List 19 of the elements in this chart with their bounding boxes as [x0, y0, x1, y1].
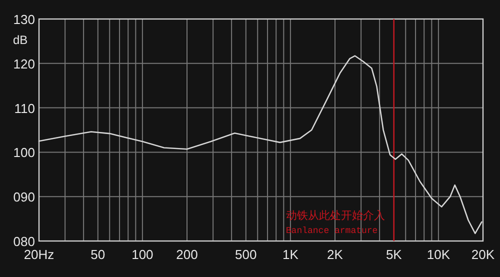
x-tick-label: 20K [471, 247, 495, 262]
y-tick-label: 100 [13, 145, 35, 160]
x-tick-label: 200 [176, 247, 198, 262]
x-tick-label: 5K [386, 247, 402, 262]
y-tick-label: 080 [13, 234, 35, 249]
x-tick-label: 50 [90, 247, 106, 262]
x-tick-label: 2K [327, 247, 343, 262]
x-tick-label: 100 [132, 247, 154, 262]
y-tick-label: 130 [13, 12, 35, 27]
x-tick-label: 1K [282, 247, 298, 262]
x-tick-label: 500 [235, 247, 257, 262]
x-tick-label: 20Hz [24, 247, 54, 262]
y-tick-label: 120 [13, 56, 35, 72]
annotation: Banlance armature [286, 226, 378, 236]
ref-line-label: 动铁从此处开始介入 [286, 210, 385, 222]
x-tick-label: 10K [426, 247, 450, 262]
y-tick-label: 110 [14, 100, 35, 116]
y-axis-title: dB [13, 33, 28, 47]
y-tick-label: 090 [13, 190, 35, 205]
